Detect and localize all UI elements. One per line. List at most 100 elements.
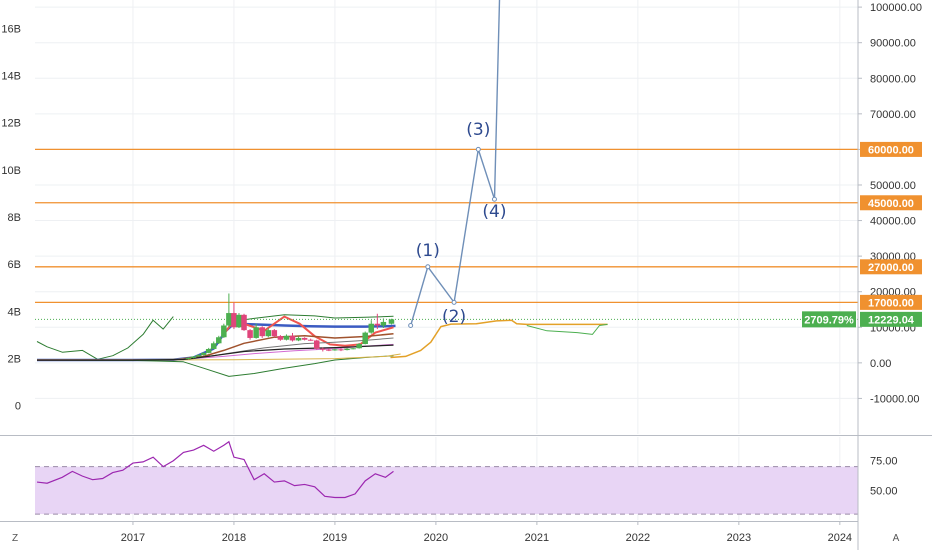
wave-label-1: (1) [416,241,440,261]
candle-body [295,337,302,341]
candle-body [374,323,381,326]
candle-body [320,348,326,350]
wave-point[interactable] [491,196,497,202]
rsi-band [35,466,858,515]
wave-point[interactable] [408,323,414,328]
candle-body [313,340,320,349]
candle-body [380,321,387,326]
candle-body [283,335,290,340]
price-candles [185,293,395,360]
level-badge [860,195,922,211]
left-tick-label: 0 [15,401,21,413]
x-tick-label: 2023 [727,532,751,544]
candle-body [338,349,344,351]
horizontal-levels [35,148,858,304]
grid-lines [35,0,858,520]
level-badge-label: 27000.00 [868,262,914,274]
candle-body [226,313,232,326]
level-badge [860,294,922,310]
wave-label-3: (3) [466,120,490,140]
candle-body [277,336,284,340]
wave-label-2: (2) [442,307,466,327]
log-scale-button[interactable]: Z [12,533,18,544]
wave-path[interactable] [410,0,501,326]
left-series-0 [36,316,174,360]
left-tick-label: 14B [1,70,21,82]
candle-body [368,323,375,333]
left-tick-label: 12B [1,118,21,130]
x-tick-label: 2020 [424,532,448,544]
candle-body [289,335,296,341]
rsi-line [36,440,394,499]
wave-point[interactable] [475,146,481,152]
right-tick-label: -10000.00 [870,393,920,405]
percent-badge [802,311,856,328]
candle-body [388,319,395,324]
percent-badge-label: 2709.79% [804,314,854,326]
candle-body [210,343,217,349]
candle-body [216,337,222,344]
level-badge-label: 60000.00 [868,144,914,156]
level-badge-label: 17000.00 [868,297,914,309]
left-tick-label: 4B [8,306,21,318]
forward-line-1 [526,323,608,335]
candle-body [236,314,242,328]
candle-body [332,349,338,351]
candle-body [301,337,308,340]
overlay-line-8 [37,344,394,361]
wave-projection: (1) (2) (3) (4) [408,0,507,328]
left-tick-label: 10B [1,165,21,177]
price-badges: 60000.00 45000.00 27000.00 17000.00 12229.04… [802,141,922,328]
x-tick-label: 2017 [121,532,145,544]
candle-body [362,332,368,344]
left-tick-label: 16B [1,23,21,35]
right-tick-label: 100000.00 [870,2,922,14]
rsi-tick-label: 75.00 [870,456,898,468]
x-tick-label: 2022 [626,532,650,544]
level-badge-label: 45000.00 [868,198,914,210]
right-tick-label: 0.00 [870,358,891,370]
candle-body [195,355,202,357]
candle-body [265,330,272,337]
overlay-line-3 [228,314,394,323]
rsi-tick-label: 50.00 [870,485,898,497]
left-tick-label: 6B [8,259,21,271]
candle-body [205,348,212,353]
overlay-line-4 [36,355,394,377]
left-tick-label: 2B [8,354,21,366]
x-tick-label: 2018 [222,532,246,544]
candle-body [185,357,192,359]
left-tick-label: 8B [8,212,21,224]
candle-body [307,339,314,341]
candle-body [200,352,207,356]
forward-line-0 [390,319,608,359]
candle-body [350,348,356,350]
x-tick-label: 2021 [525,532,549,544]
rsi-pane [35,440,858,515]
wave-point[interactable] [425,264,431,270]
candle-body [253,327,259,338]
candle-body [231,313,237,328]
right-tick-label: 40000.00 [870,216,916,228]
level-badge [860,259,922,275]
current-price-badge [860,311,922,327]
candle-body [326,349,332,351]
candle-body [247,330,253,338]
candle-body [221,325,227,338]
candle-body [356,343,362,349]
right-tick-label: 80000.00 [870,73,916,85]
wave-label-4: (4) [482,202,506,222]
x-tick-label: 2024 [828,532,852,544]
right-tick-label: 50000.00 [870,180,916,192]
right-tick-label: 90000.00 [870,38,916,50]
candle-body [241,314,247,331]
wave-point[interactable] [451,299,457,305]
candle-body [190,356,197,358]
current-price-label: 12229.04 [868,314,915,326]
candle-body [344,348,350,351]
auto-scale-button[interactable]: A [893,533,900,544]
x-tick-label: 2019 [323,532,347,544]
candle-body [259,327,265,337]
